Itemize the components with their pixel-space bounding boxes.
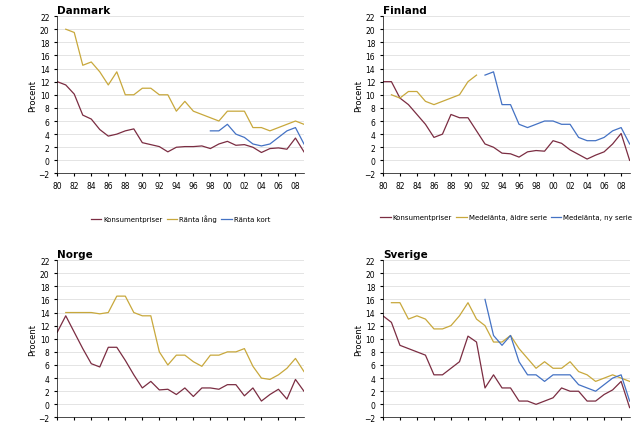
Legend: Konsumentpriser, Ränta lång, Ränta kort: Konsumentpriser, Ränta lång, Ränta kort <box>88 212 273 225</box>
Text: Norge: Norge <box>57 250 93 260</box>
Text: Sverige: Sverige <box>383 250 427 260</box>
Y-axis label: Procent: Procent <box>354 80 363 112</box>
Text: Danmark: Danmark <box>57 6 111 16</box>
Y-axis label: Procent: Procent <box>354 323 363 355</box>
Y-axis label: Procent: Procent <box>28 80 37 112</box>
Y-axis label: Procent: Procent <box>28 323 37 355</box>
Text: Finland: Finland <box>383 6 427 16</box>
Legend: Konsumentpriser, Medelänta, äldre serie, Medelänta, ny serie: Konsumentpriser, Medelänta, äldre serie,… <box>377 212 635 224</box>
